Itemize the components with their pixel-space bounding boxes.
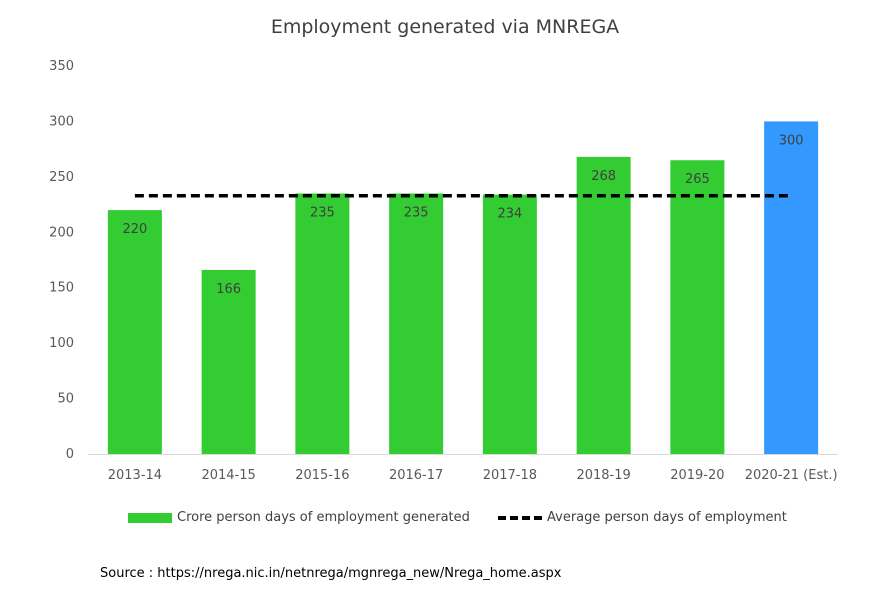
y-tick-label: 50 — [57, 392, 74, 407]
x-axis-ticks: 2013-14 2014-15 2015-16 2016-17 2017-18 2018-… — [108, 468, 838, 483]
y-tick-label: 350 — [49, 59, 74, 74]
x-tick-label: 2019-20 — [670, 468, 724, 483]
bar-data-label: 235 — [310, 205, 335, 220]
legend-label-average: Average person days of employment — [547, 510, 787, 525]
bar-2018-19 — [576, 156, 631, 454]
y-tick-label: 0 — [66, 447, 74, 462]
y-tick-label: 100 — [49, 336, 74, 351]
x-tick-label: 2014-15 — [201, 468, 255, 483]
bar-2016-17 — [389, 193, 444, 454]
bar-data-labels: 220 166 235 235 234 268 265 300 — [122, 133, 803, 297]
bar-data-label: 234 — [497, 207, 522, 222]
bar-data-label: 300 — [779, 133, 804, 148]
bar-2020-21 (Est.) — [764, 121, 819, 454]
bar-data-label: 265 — [685, 172, 710, 187]
y-tick-label: 300 — [49, 114, 74, 129]
x-tick-label: 2017-18 — [483, 468, 537, 483]
bar-data-label: 235 — [404, 205, 429, 220]
x-tick-label: 2015-16 — [295, 468, 349, 483]
bar-2013-14 — [107, 210, 162, 454]
legend-item-average: Average person days of employment — [498, 510, 787, 525]
x-tick-label: 2018-19 — [576, 468, 630, 483]
y-tick-label: 250 — [49, 170, 74, 185]
legend-swatch-average — [498, 515, 542, 520]
legend-label-bars: Crore person days of employment generate… — [177, 510, 470, 525]
chart-title: Employment generated via MNREGA — [270, 16, 620, 38]
bar-2015-16 — [295, 193, 350, 454]
bar-2014-15 — [201, 269, 256, 454]
y-axis-ticks: 0 50 100 150 200 250 300 350 — [49, 59, 74, 462]
bar-data-label: 268 — [591, 169, 616, 184]
legend: Crore person days of employment generate… — [0, 510, 890, 530]
bar-2017-18 — [482, 194, 537, 454]
x-tick-label: 2013-14 — [108, 468, 162, 483]
x-tick-label: 2020-21 (Est.) — [745, 468, 838, 483]
y-tick-label: 200 — [49, 225, 74, 240]
legend-swatch-bars — [128, 512, 172, 523]
source-note: Source : https://nrega.nic.in/netnrega/m… — [100, 566, 562, 581]
y-tick-label: 150 — [49, 281, 74, 296]
x-tick-label: 2016-17 — [389, 468, 443, 483]
bar-series — [107, 121, 819, 454]
bar-data-label: 166 — [216, 282, 241, 297]
legend-item-bars: Crore person days of employment generate… — [128, 510, 470, 525]
bar-data-label: 220 — [122, 222, 147, 237]
bar-2019-20 — [670, 160, 725, 454]
